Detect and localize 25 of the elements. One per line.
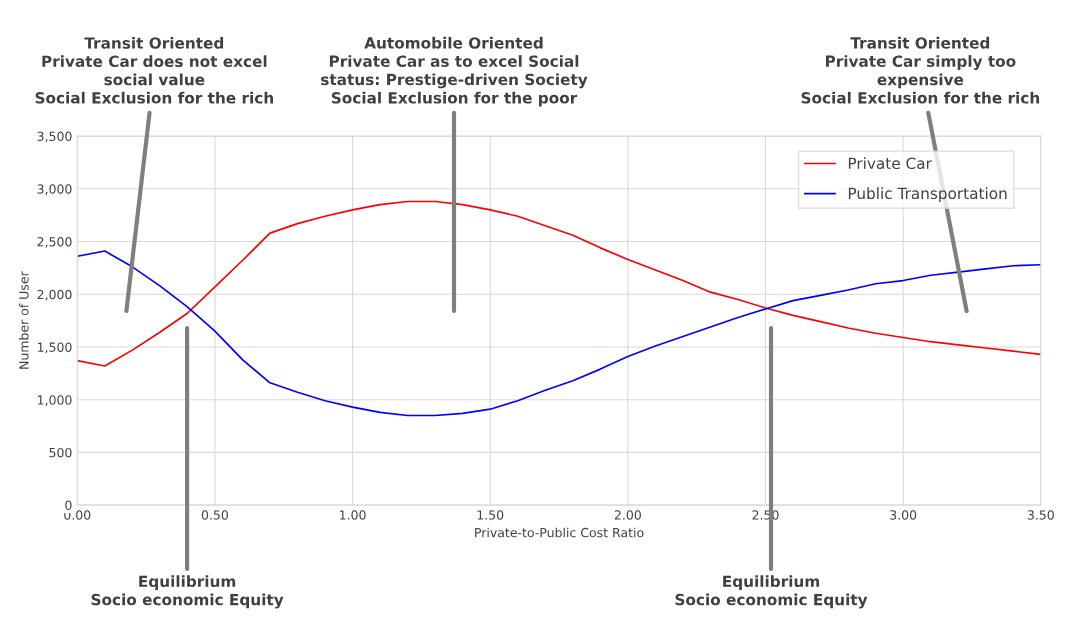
y-tick-label: 2,000: [37, 289, 72, 301]
y-tick-label: 500: [49, 447, 72, 458]
y-tick-label: 3,500: [37, 131, 72, 143]
text: Transit Oriented Private Car does not excel social value Social Exclusion for the rich: [35, 36, 273, 104]
y-tick-label: 0: [65, 500, 72, 511]
x-tick-label: 0.50: [201, 510, 228, 520]
x-tick-label: 3.00: [890, 510, 917, 520]
text: Equilibrium Socio economic Equity: [91, 575, 284, 609]
x-tick-label: 2.00: [614, 510, 641, 520]
y-axis-title: Number of User: [18, 271, 29, 369]
legend-label: Public Transportation: [848, 187, 1007, 203]
x-tick-label: 1.00: [340, 510, 366, 520]
line-series: [77, 250, 1041, 417]
legend-label: Private Car: [848, 157, 932, 170]
y-tick-label: 1,000: [37, 395, 72, 406]
y-tick-label: 2,500: [37, 237, 72, 248]
text: Transit Oriented Private Car simply too expensive Social Exclusion for the rich: [801, 36, 1040, 104]
text: Equilibrium Socio economic Equity: [675, 575, 868, 609]
x-axis-title: Private-to-Public Cost Ratio: [475, 527, 644, 538]
text: Automobile Oriented Private Car as to excel Social status: Prestige-driven Society Social Exclusion for the poor: [321, 36, 588, 107]
y-tick-label: 3,000: [37, 184, 72, 196]
line-series: [77, 200, 1041, 367]
x-tick-label: 1.50: [477, 510, 504, 520]
y-tick-label: 1,500: [37, 342, 72, 354]
x-tick-label: 3.50: [1027, 510, 1054, 520]
